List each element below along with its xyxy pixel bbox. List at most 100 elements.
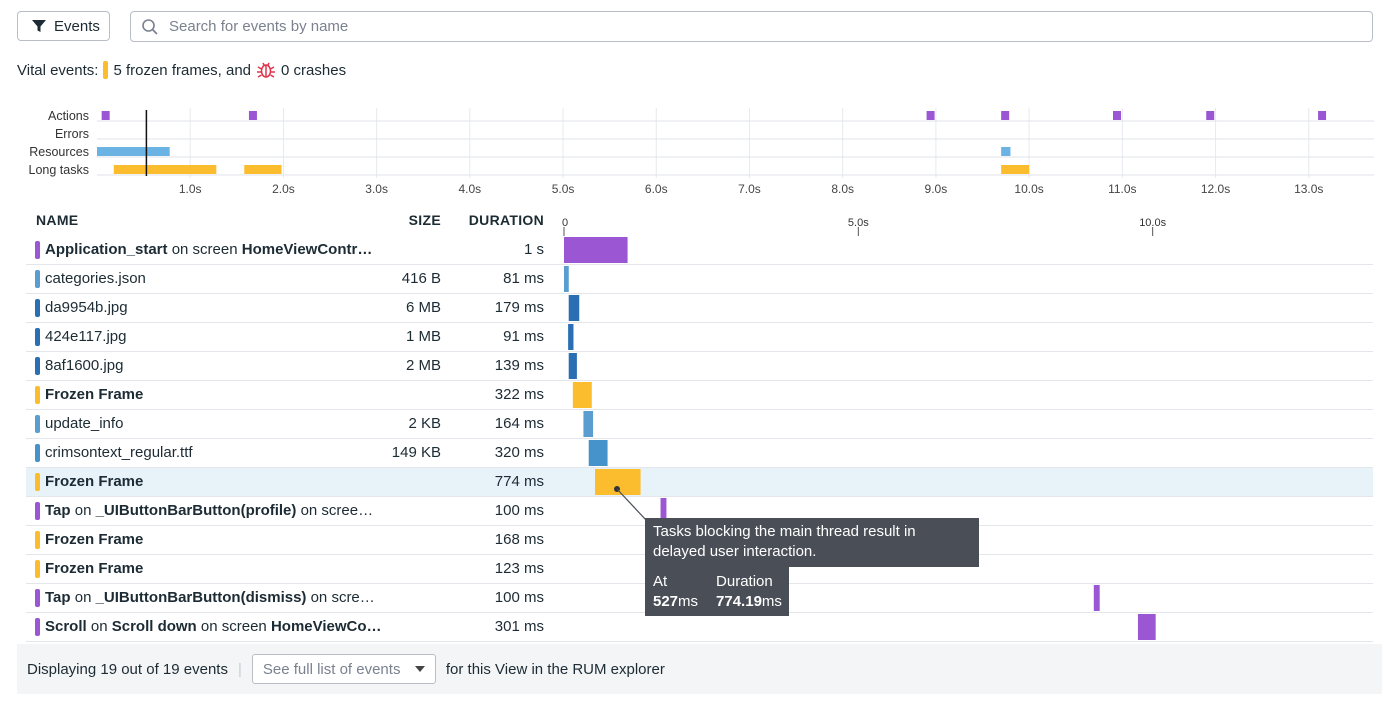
name-part: _UIButtonBarButton(profile) [95,502,297,519]
event-name: Frozen Frame [45,555,143,583]
events-filter-button[interactable]: Events [17,11,110,41]
event-name: categories.json [45,265,146,293]
name-part: 424e117.jpg [45,328,127,345]
resource-bar [1001,147,1011,156]
action-marker [1206,111,1215,120]
type-indicator [35,531,40,549]
event-size: 2 MB [405,357,441,374]
unit: ms [761,593,782,610]
event-duration: 123 ms [494,560,544,577]
event-row: 424e117.jpg 1 MB 91 ms [26,323,1373,352]
duration-bar [572,382,592,408]
x-tick-label: 5.0s [848,217,869,229]
event-duration: 301 ms [494,618,544,635]
vital-crashes: 0 crashes [281,61,347,79]
event-name: update_info [45,410,123,438]
action-marker [1113,111,1122,120]
event-name: crimsontext_regular.ttf [45,439,193,467]
type-indicator [35,473,40,491]
type-indicator [35,618,40,636]
action-marker [926,111,935,120]
event-name: da9954b.jpg [45,294,128,322]
x-tick-label: 4.0s [459,182,482,196]
footer: Displaying 19 out of 19 events | See ful… [17,644,1382,694]
event-row: Scroll on Scroll down on screen HomeView… [26,613,1373,642]
duration-bar [1137,614,1156,640]
x-tick-label: 8.0s [831,182,854,196]
dropdown[interactable]: See full list of events [251,654,436,684]
x-tick-label: 10.0s [1139,217,1166,229]
event-size: 1 MB [405,328,441,345]
name-part: 8af1600.jpg [45,357,124,374]
name-part: _UIButtonBarButton(dismiss) [95,589,307,606]
column-header: DURATION [468,212,544,228]
name-part: on screen [196,618,271,635]
x-tick-label: 6.0s [645,182,668,196]
search-input[interactable]: Search for events by name [130,11,1373,42]
event-row: Application_start on screen HomeViewCont… [26,236,1373,265]
name-part: on scre… [306,589,375,606]
unit: ms [678,593,699,610]
duration-bar [568,353,577,379]
caret [414,666,425,672]
type-indicator [35,328,40,346]
tooltip-at: At 527ms [653,572,698,611]
x-tick-label: 5.0s [552,182,575,196]
name-part: Scroll down [111,618,197,635]
event-size: 416 B [401,270,441,287]
name-part: Tap [45,502,71,519]
name-part: HomeViewCo… [270,618,382,635]
duration-bar [568,295,580,321]
x-tick-label: 2.0s [272,182,295,196]
event-row: crimsontext_regular.ttf 149 KB 320 ms [26,439,1373,468]
event-duration: 81 ms [503,270,544,287]
event-row: Frozen Frame 322 ms [26,381,1373,410]
duration-bar [660,498,667,524]
type-indicator [35,270,40,288]
dropdown-label: See full list of events [262,660,401,678]
overview-chart: 1.0s 2.0s 3.0s 4.0s 5.0s 6.0s 7.0s 8.0s 9.0s 10.0… [29,108,1374,196]
event-row: 8af1600.jpg 2 MB 139 ms [26,352,1373,381]
action-marker [1001,111,1010,120]
lane-label: Errors [55,127,89,141]
action-marker [101,111,110,120]
type-indicator [35,502,40,520]
event-duration: 100 ms [494,502,544,519]
event-duration: 139 ms [494,357,544,374]
frozen-icon [103,61,109,79]
event-row: update_info 2 KB 164 ms [26,410,1373,439]
event-duration: 100 ms [494,589,544,606]
long-task-bar [244,165,282,174]
lane-label: Long tasks [29,163,89,177]
name-part: Frozen Frame [45,473,144,490]
search-placeholder: Search for events by name [169,18,349,35]
name-part: Scroll [45,618,87,635]
event-name: 8af1600.jpg [45,352,123,380]
action-marker [248,111,257,120]
event-duration: 91 ms [503,328,544,345]
x-tick-label: 11.0s [1108,182,1136,196]
name-part: update_info [45,415,124,432]
name-part: Application_start [45,241,168,258]
button-label: Events [54,17,100,35]
event-name: Tap on _UIButtonBarButton(dismiss) on sc… [45,584,375,612]
event-size: 6 MB [405,299,441,316]
vital-prefix: Vital events: [17,61,99,79]
tooltip-details: At 527ms Duration 774.19ms [645,567,789,616]
event-duration: 164 ms [494,415,544,432]
type-indicator [35,589,40,607]
name-part: Frozen Frame [45,531,144,548]
type-indicator [35,444,40,462]
name-part: Tap [45,589,71,606]
x-tick-label: 0 [562,217,568,229]
event-name: Frozen Frame [45,468,143,496]
name-part: categories.json [45,270,146,287]
event-row: da9954b.jpg 6 MB 179 ms [26,294,1373,323]
long-task-bar [113,165,217,174]
tooltip-pointer [614,486,647,521]
event-size: 2 KB [408,415,441,432]
event-size: 149 KB [391,444,441,461]
value: 774.19 [716,593,762,610]
x-tick-label: 9.0s [925,182,948,196]
